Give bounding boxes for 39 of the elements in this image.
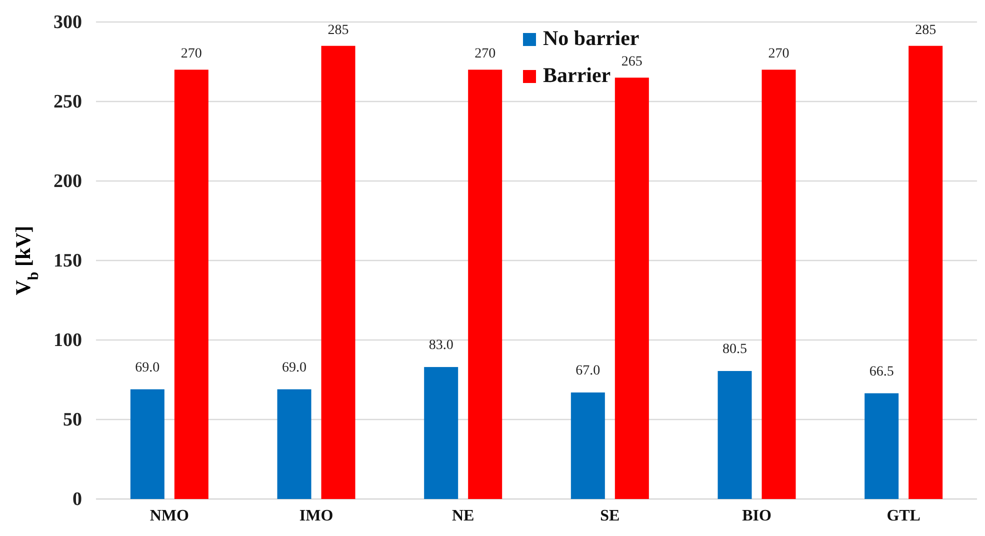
bar	[174, 70, 208, 499]
y-tick-label: 0	[72, 489, 82, 510]
x-tick-label: GTL	[886, 507, 920, 524]
bar	[614, 78, 649, 499]
y-tick-label: 300	[54, 12, 82, 34]
x-tick-label: BIO	[742, 507, 772, 524]
data-label: 270	[474, 46, 496, 62]
x-tick-label: SE	[600, 507, 620, 524]
legend-label: No barrier	[543, 26, 640, 50]
data-label: 285	[328, 22, 349, 38]
x-tick-label: NMO	[150, 507, 189, 524]
bar	[277, 389, 312, 499]
bar	[321, 46, 356, 499]
y-tick-label: 150	[54, 250, 82, 272]
data-label: 83.0	[428, 338, 454, 354]
bar	[908, 46, 943, 499]
data-label: 66.5	[869, 364, 894, 380]
data-label: 285	[915, 22, 936, 38]
bar	[864, 393, 899, 499]
y-tick-label: 250	[54, 92, 82, 113]
bar	[762, 70, 796, 499]
data-label: 270	[768, 46, 790, 62]
data-label: 265	[621, 54, 642, 70]
data-label: 67.0	[576, 363, 600, 378]
bar	[424, 367, 458, 499]
data-label: 69.0	[135, 360, 160, 376]
data-label: 270	[180, 46, 202, 62]
bar	[468, 70, 502, 499]
bar	[718, 371, 752, 499]
y-tick-label: 200	[54, 171, 82, 192]
data-label: 69.0	[282, 360, 306, 376]
bar	[130, 389, 164, 499]
bar	[570, 392, 605, 499]
x-tick-label: NE	[452, 507, 474, 524]
y-tick-label: 50	[63, 410, 82, 431]
y-tick-label: 100	[54, 330, 82, 352]
legend-label: Barrier	[543, 63, 611, 87]
x-tick-label: IMO	[299, 507, 334, 524]
data-label: 80.5	[722, 342, 747, 358]
